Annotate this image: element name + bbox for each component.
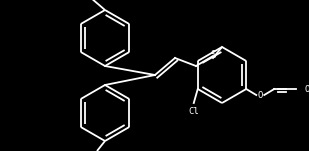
Text: OH: OH — [305, 85, 309, 93]
Text: O: O — [258, 90, 263, 100]
Text: S: S — [210, 50, 216, 60]
Text: Cl: Cl — [188, 106, 199, 116]
